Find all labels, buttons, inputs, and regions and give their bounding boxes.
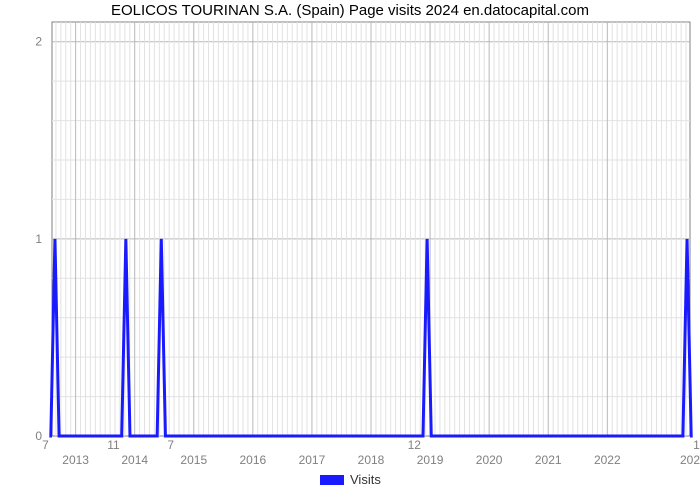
legend-label: Visits [350,472,381,487]
x-tick-label: 2013 [62,453,89,467]
spike-value-label: 12 [408,438,422,452]
x-tick-label-end: 202 [680,453,700,467]
x-tick-label: 2020 [476,453,503,467]
spike-value-label: 11 [107,438,120,452]
legend-swatch [320,475,344,485]
x-tick-label: 2017 [299,453,326,467]
chart-title: EOLICOS TOURINAN S.A. (Spain) Page visit… [111,2,589,19]
y-tick-label: 2 [35,35,42,49]
x-tick-label: 2018 [358,453,385,467]
chart-svg: EOLICOS TOURINAN S.A. (Spain) Page visit… [0,0,700,500]
visits-chart: EOLICOS TOURINAN S.A. (Spain) Page visit… [0,0,700,500]
x-tick-label: 2019 [417,453,444,467]
x-tick-label: 2021 [535,453,562,467]
x-tick-label: 2014 [121,453,148,467]
x-tick-label: 2015 [180,453,207,467]
spike-value-label: 7 [42,438,49,452]
y-tick-label: 1 [35,232,42,246]
spike-value-label: 7 [167,438,174,452]
x-tick-label: 2022 [594,453,621,467]
x-tick-label: 2016 [240,453,267,467]
spike-value-label: 12 [693,438,700,452]
